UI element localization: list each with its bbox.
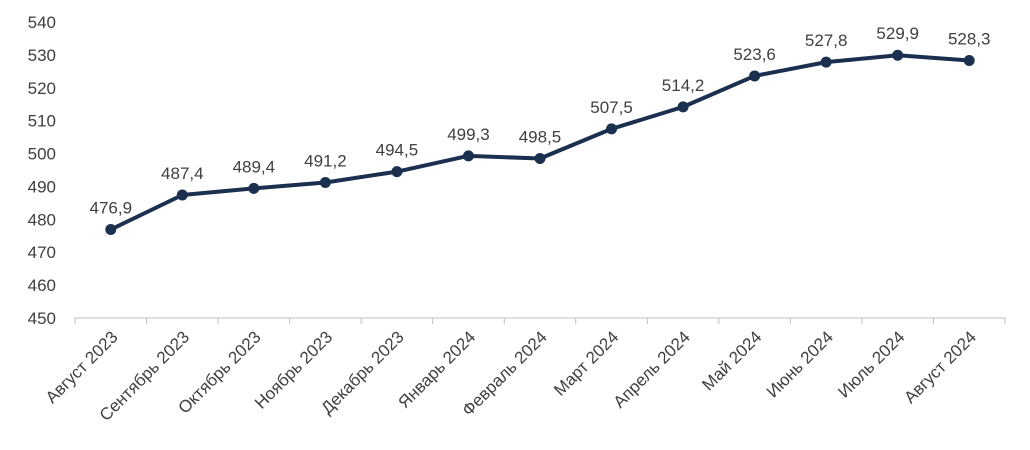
y-tick-label: 500 [28,145,56,164]
data-label: 527,8 [805,31,848,50]
data-label: 529,9 [876,24,919,43]
data-point [820,56,832,68]
y-tick-label: 530 [28,46,56,65]
y-tick-label: 450 [28,309,56,328]
y-tick-label: 470 [28,243,56,262]
data-point [462,150,474,162]
data-label: 491,2 [304,151,347,170]
data-label: 494,5 [376,141,419,160]
y-tick-label: 460 [28,276,56,295]
data-point [606,123,618,135]
data-label: 498,5 [519,127,562,146]
x-tick-label: Март 2024 [550,327,622,399]
data-point [391,166,403,178]
data-point [963,54,975,66]
data-label: 489,4 [233,157,276,176]
data-point [105,224,117,236]
data-label: 528,3 [948,29,991,48]
data-point [248,182,260,194]
x-tick-label: Август 2023 [42,327,122,407]
data-label: 476,9 [89,199,132,218]
x-tick-label: Июль 2024 [834,327,908,401]
data-point [176,189,188,201]
x-axis [74,317,1006,324]
data-label: 507,5 [590,98,633,117]
data-label: 514,2 [662,76,705,95]
y-tick-label: 510 [28,112,56,131]
x-tick-label: Июнь 2024 [763,327,837,401]
x-tick-label: Апрель 2024 [610,327,694,411]
y-axis-ticks: 450 460 470 480 490 500 510 520 530 540 [28,13,56,328]
data-labels: 476,9 487,4 489,4 491,2 494,5 499,3 498,5 507,5… [89,24,990,217]
y-tick-label: 520 [28,79,56,98]
y-tick-label: 490 [28,177,56,196]
data-point [892,49,904,61]
y-tick-label: 540 [28,13,56,32]
data-label: 523,6 [733,45,776,64]
data-label: 499,3 [447,125,490,144]
x-tick-label: Май 2024 [698,327,765,394]
data-point [319,176,331,188]
data-point [677,101,689,113]
y-tick-label: 480 [28,210,56,229]
x-tick-label: Август 2024 [900,327,980,407]
data-points [105,49,975,236]
data-point [749,70,761,82]
data-point [534,152,546,164]
data-label: 487,4 [161,164,204,183]
